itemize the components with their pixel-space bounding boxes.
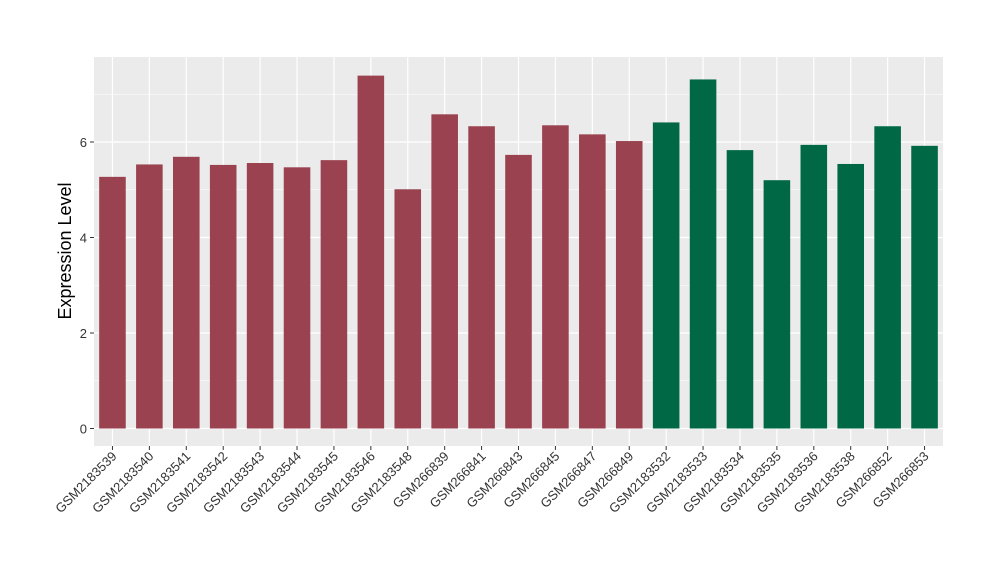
- y-tick-label: 4: [80, 231, 87, 246]
- bar: [800, 144, 828, 429]
- bar: [652, 122, 680, 429]
- bar: [579, 134, 606, 429]
- bar: [542, 125, 569, 429]
- bar: [172, 156, 200, 429]
- y-axis-label: Expression Level: [55, 182, 75, 319]
- bar: [763, 180, 791, 429]
- bar: [136, 164, 163, 429]
- bar: [357, 75, 385, 429]
- bar: [394, 189, 422, 429]
- bar: [246, 163, 274, 429]
- bars: [99, 75, 938, 429]
- y-tick-label: 6: [80, 135, 87, 150]
- bar: [283, 167, 311, 429]
- bar: [689, 79, 717, 429]
- bar: [911, 145, 938, 429]
- bar: [320, 160, 348, 429]
- bar: [726, 150, 754, 429]
- bar: [505, 154, 532, 429]
- bar: [874, 126, 901, 429]
- bar: [431, 114, 458, 429]
- bar: [837, 163, 865, 429]
- bar: [468, 126, 495, 429]
- bar: [615, 141, 643, 429]
- y-tick-label: 0: [80, 422, 87, 437]
- bar: [99, 176, 126, 429]
- x-axis: GSM2183539GSM2183540GSM2183541GSM2183542…: [52, 446, 932, 516]
- bar: [209, 164, 237, 429]
- y-axis: 0 2 4 6: [80, 135, 94, 437]
- y-tick-label: 2: [80, 326, 87, 341]
